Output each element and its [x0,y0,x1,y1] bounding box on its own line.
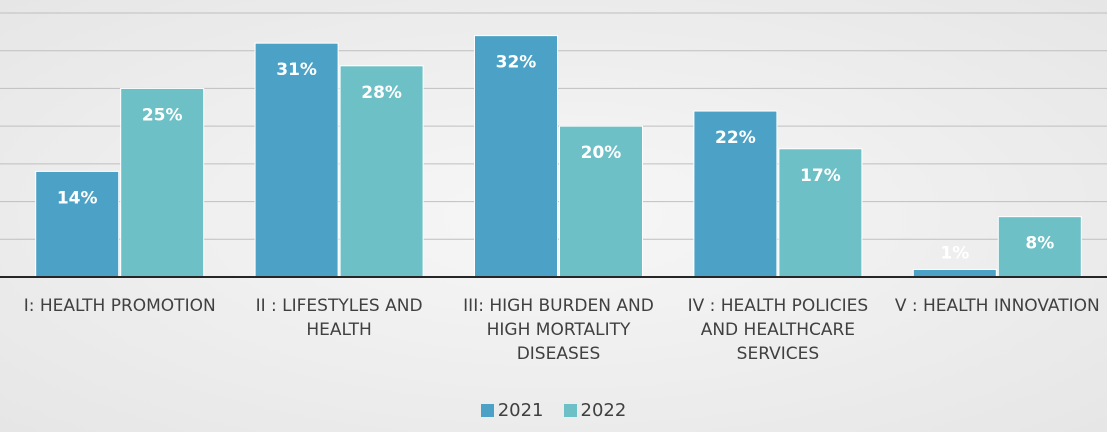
data-label: 20% [581,143,622,163]
bar [559,125,643,278]
bar [339,65,424,278]
data-label: 31% [276,60,317,80]
data-label: 8% [1025,234,1054,254]
data-label: 1% [940,243,969,263]
x-tick-label: IV : HEALTH POLICIES AND HEALTHCARE SERV… [687,296,869,364]
legend-item: 2022 [563,400,627,421]
x-tick-label: III: HIGH BURDEN AND HIGH MORTALITY DISE… [463,296,654,364]
data-label: 28% [361,83,402,103]
legend-swatch [480,404,494,417]
data-label: 25% [142,105,183,125]
legend-item: 2021 [480,400,544,421]
bar [474,35,558,278]
legend-label: 2021 [497,400,544,421]
bar [35,170,120,278]
legend-label: 2022 [580,400,627,421]
x-tick-label: II : LIFESTYLES AND HEALTH [255,296,423,340]
chart: 14% 25% 31% 28% 32% 20% 22% 17% 1% 8% [0,12,1107,278]
data-label: 32% [496,53,537,73]
bar [254,42,339,278]
bar [693,110,778,278]
data-label: 17% [800,166,841,186]
legend-swatch [563,404,577,417]
bar [912,268,997,278]
x-tick-label: V : HEALTH INNOVATION [894,296,1100,316]
bar [120,87,205,278]
bar [778,148,863,278]
x-tick-label: I: HEALTH PROMOTION [23,296,216,316]
bar [997,216,1082,278]
legend: 2021 2022 [0,400,1107,421]
data-label: 22% [715,128,756,148]
data-label: 14% [57,188,98,208]
